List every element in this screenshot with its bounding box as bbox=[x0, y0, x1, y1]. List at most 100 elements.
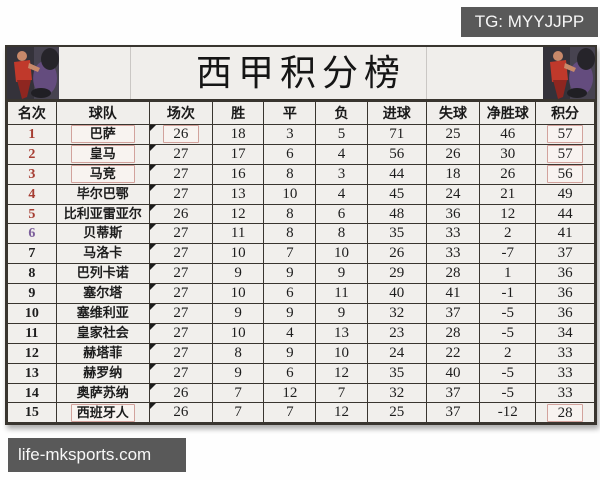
goals-for-cell: 71 bbox=[366, 124, 427, 145]
loss-cell: 6 bbox=[315, 203, 368, 225]
played-cell: 27 bbox=[148, 322, 213, 344]
rank-cell: 5 bbox=[7, 203, 57, 225]
loss-value: 4 bbox=[337, 185, 346, 202]
goals-against-cell: 36 bbox=[425, 203, 481, 225]
rank-value: 9 bbox=[28, 286, 36, 302]
goals-for-value: 48 bbox=[389, 205, 405, 222]
rank-value: 14 bbox=[24, 385, 39, 401]
played-value: 26 bbox=[173, 404, 189, 421]
table-row: 13 赫罗纳 27 9 6 12 35 40 -5 33 bbox=[7, 362, 595, 384]
points-cell: 33 bbox=[535, 382, 595, 404]
loss-value: 4 bbox=[337, 145, 346, 162]
rank-cell: 4 bbox=[7, 183, 57, 205]
table-row: 14 奥萨苏纳 26 7 12 7 32 37 -5 33 bbox=[7, 382, 595, 404]
goal-diff-cell: -5 bbox=[479, 362, 537, 384]
loss-value: 11 bbox=[334, 285, 349, 302]
draw-value: 12 bbox=[282, 384, 298, 401]
goals-against-value: 37 bbox=[445, 404, 461, 421]
win-cell: 12 bbox=[211, 203, 265, 225]
team-name: 马洛卡 bbox=[83, 245, 123, 261]
goals-against-cell: 41 bbox=[425, 283, 481, 305]
win-value: 7 bbox=[234, 384, 242, 401]
played-cell: 27 bbox=[148, 263, 213, 285]
cell-corner-mark-icon bbox=[150, 264, 156, 271]
played-cell: 26 bbox=[148, 402, 213, 424]
points-cell: 44 bbox=[535, 203, 595, 225]
cell-corner-mark-icon bbox=[150, 384, 156, 390]
rank-cell: 11 bbox=[7, 322, 57, 344]
rank-value: 6 bbox=[28, 226, 36, 242]
played-value: 27 bbox=[173, 185, 189, 202]
goals-against-cell: 24 bbox=[425, 183, 481, 205]
goals-for-value: 35 bbox=[389, 364, 405, 381]
goals-for-value: 32 bbox=[389, 384, 405, 401]
win-value: 16 bbox=[230, 165, 246, 182]
draw-value: 6 bbox=[286, 145, 294, 162]
goals-against-value: 37 bbox=[445, 304, 461, 321]
goal-diff-cell: 46 bbox=[479, 124, 537, 145]
goal-diff-cell: -7 bbox=[479, 243, 537, 265]
draw-cell: 7 bbox=[263, 402, 317, 424]
points-value: 41 bbox=[557, 225, 573, 242]
goals-for-value: 29 bbox=[389, 265, 405, 282]
rank-value: 5 bbox=[28, 206, 36, 222]
goals-against-value: 22 bbox=[445, 344, 461, 361]
site-watermark-text: life-mksports.com bbox=[18, 445, 152, 464]
goal-diff-cell: 21 bbox=[479, 183, 537, 205]
goals-against-value: 28 bbox=[445, 265, 461, 282]
goals-against-cell: 37 bbox=[425, 402, 481, 424]
rank-value: 2 bbox=[28, 146, 36, 162]
draw-value: 9 bbox=[286, 265, 294, 282]
team-name: 赫罗纳 bbox=[83, 364, 123, 380]
cell-corner-mark-icon bbox=[150, 324, 156, 330]
loss-value: 13 bbox=[334, 324, 350, 341]
goal-diff-value: -12 bbox=[497, 404, 518, 421]
win-value: 10 bbox=[230, 245, 246, 262]
win-cell: 10 bbox=[211, 243, 265, 265]
rank-cell: 13 bbox=[7, 362, 57, 384]
football-player-photo-right bbox=[543, 47, 595, 99]
draw-cell: 6 bbox=[263, 362, 317, 384]
win-cell: 9 bbox=[211, 303, 265, 324]
goals-against-value: 24 bbox=[445, 185, 461, 202]
played-value: 27 bbox=[173, 245, 189, 262]
team-cell: 皇家社会 bbox=[55, 322, 150, 344]
team-name: 贝蒂斯 bbox=[83, 225, 123, 241]
goals-for-value: 26 bbox=[389, 245, 405, 262]
points-value: 33 bbox=[557, 384, 573, 401]
goals-for-cell: 44 bbox=[366, 163, 427, 185]
team-name: 皇家社会 bbox=[76, 324, 129, 340]
played-value: 27 bbox=[173, 165, 189, 182]
goals-for-value: 45 bbox=[389, 185, 405, 202]
team-cell: 赫罗纳 bbox=[55, 362, 150, 384]
goals-against-cell: 33 bbox=[425, 243, 481, 265]
draw-cell: 8 bbox=[263, 163, 317, 185]
loss-cell: 11 bbox=[315, 283, 368, 305]
column-header-win: 胜 bbox=[211, 101, 265, 125]
draw-cell: 4 bbox=[263, 322, 317, 344]
loss-cell: 8 bbox=[315, 223, 368, 245]
draw-value: 9 bbox=[286, 344, 294, 361]
team-cell: 毕尔巴鄂 bbox=[55, 183, 150, 205]
telegram-watermark-badge: TG: MYYJJPP bbox=[461, 7, 598, 37]
team-cell: 塞尔塔 bbox=[55, 283, 150, 305]
goals-for-cell: 48 bbox=[366, 203, 427, 225]
loss-cell: 10 bbox=[315, 342, 368, 364]
draw-cell: 6 bbox=[263, 143, 317, 165]
column-header-points: 积分 bbox=[535, 101, 595, 125]
table-row: 7 马洛卡 27 10 7 10 26 33 -7 37 bbox=[7, 243, 595, 265]
points-cell: 36 bbox=[535, 283, 595, 305]
team-name: 巴列卡诺 bbox=[76, 265, 129, 281]
loss-cell: 4 bbox=[315, 143, 368, 165]
win-value: 9 bbox=[234, 304, 242, 321]
points-value: 28 bbox=[547, 403, 584, 422]
cell-corner-mark-icon bbox=[150, 284, 156, 291]
goals-against-value: 33 bbox=[445, 245, 461, 262]
draw-value: 7 bbox=[286, 245, 294, 262]
goal-diff-cell: -1 bbox=[479, 283, 537, 305]
site-watermark-badge: life-mksports.com bbox=[8, 438, 186, 472]
column-header-played: 场次 bbox=[148, 101, 213, 125]
table-row: 4 毕尔巴鄂 27 13 10 4 45 24 21 49 bbox=[7, 183, 595, 205]
win-cell: 16 bbox=[211, 163, 265, 185]
rank-cell: 10 bbox=[7, 303, 57, 324]
